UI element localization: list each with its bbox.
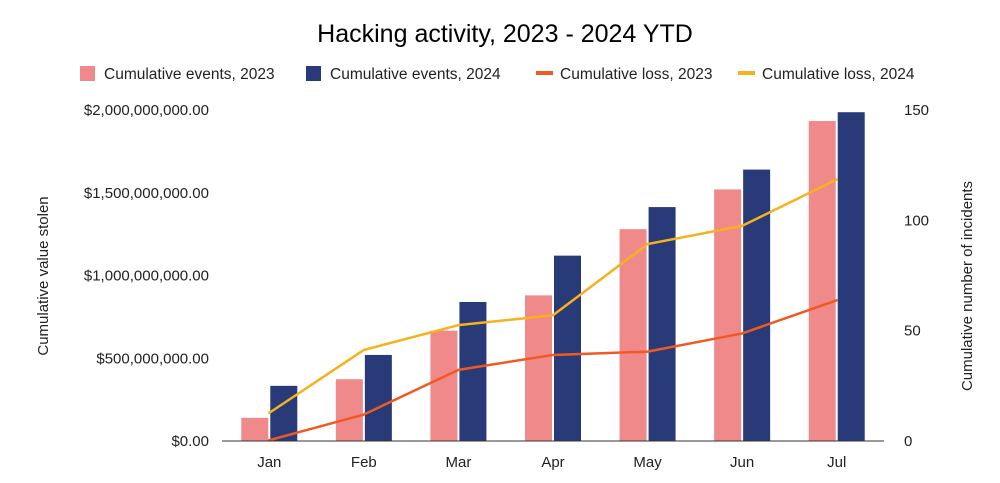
y2-axis-label: Cumulative number of incidents: [959, 181, 976, 391]
left-axis: $0.00 $500,000,000.00 $1,000,000,000.00 $1,…: [84, 102, 209, 450]
y2-tick-label: 0: [904, 433, 912, 450]
legend-swatch: [306, 66, 321, 81]
y-tick-label: $0.00: [171, 433, 209, 450]
bar-2024: [554, 255, 581, 441]
x-axis: Jan Feb Mar Apr May Jun Jul: [257, 454, 846, 471]
y-tick-label: $1,000,000,000.00: [84, 268, 209, 285]
bar-2024: [364, 354, 392, 441]
right-axis: 0 50 100 150: [904, 102, 929, 450]
x-tick-label: Jun: [730, 454, 754, 471]
legend-label: Cumulative loss, 2024: [762, 66, 915, 83]
lines: [268, 178, 838, 442]
bar-2023: [335, 379, 363, 441]
line-loss-2024: [268, 178, 838, 415]
bar-2023: [241, 417, 269, 441]
bar-2024: [648, 207, 676, 441]
x-tick-label: May: [633, 454, 662, 471]
x-tick-label: Apr: [541, 454, 564, 471]
x-tick-label: Jul: [827, 454, 846, 471]
y2-tick-label: 150: [904, 102, 929, 119]
x-tick-label: Feb: [351, 454, 377, 471]
y-tick-label: $500,000,000.00: [96, 350, 209, 367]
legend-swatch: [80, 66, 95, 81]
y-axis-label: Cumulative value stolen: [35, 196, 52, 355]
bar-2024: [837, 112, 865, 441]
legend-swatch: [536, 71, 553, 75]
y-tick-label: $2,000,000,000.00: [84, 102, 209, 119]
legend-swatch: [738, 71, 755, 75]
bar-2024: [743, 169, 771, 441]
bar-2023: [619, 229, 647, 441]
legend-label: Cumulative loss, 2023: [560, 66, 713, 83]
legend-label: Cumulative events, 2024: [330, 66, 501, 83]
bars: [241, 112, 865, 442]
bar-2023: [430, 330, 458, 441]
bar-2024: [270, 385, 298, 441]
y-tick-label: $1,500,000,000.00: [84, 185, 209, 202]
line-loss-2023: [268, 299, 838, 442]
x-tick-label: Mar: [446, 454, 472, 471]
legend-label: Cumulative events, 2023: [104, 66, 275, 83]
chart-title: Hacking activity, 2023 - 2024 YTD: [317, 20, 693, 48]
y2-tick-label: 100: [904, 212, 929, 229]
bar-2023: [525, 295, 552, 441]
bar-2023: [808, 121, 836, 442]
x-tick-label: Jan: [257, 454, 281, 471]
legend: Cumulative events, 2023 Cumulative events…: [80, 66, 915, 83]
y2-tick-label: 50: [904, 323, 921, 340]
